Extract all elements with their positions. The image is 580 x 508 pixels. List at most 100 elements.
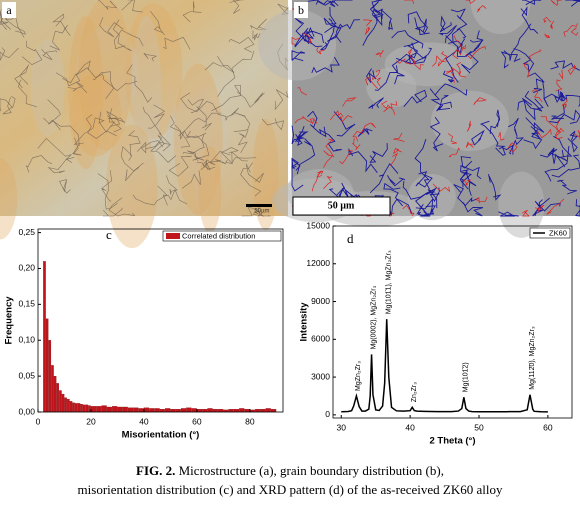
x-tick-label: 60 xyxy=(543,422,553,432)
x-tick-label: 30 xyxy=(337,422,347,432)
red-boundary xyxy=(534,204,545,214)
peak-annotation: Mg(112̄0), MgZn₂Zr₃ xyxy=(529,326,536,390)
grain-line xyxy=(73,117,105,145)
red-boundary xyxy=(402,204,415,217)
red-boundary xyxy=(465,46,486,60)
red-boundary xyxy=(323,175,333,190)
bar xyxy=(45,318,49,413)
grain-line xyxy=(2,96,16,115)
blue-boundary xyxy=(415,18,430,36)
x-tick-label: 40 xyxy=(139,416,149,426)
blue-boundary xyxy=(291,125,305,145)
red-boundary xyxy=(404,0,415,4)
red-boundary xyxy=(431,55,448,67)
blue-boundary xyxy=(371,0,383,27)
blue-boundary xyxy=(429,116,444,152)
scale-bar-box xyxy=(292,196,391,216)
blue-boundary xyxy=(436,101,453,112)
blue-boundary xyxy=(544,145,570,182)
bar xyxy=(159,409,165,413)
y-tick-label: 0,20 xyxy=(18,263,35,273)
texture-patch xyxy=(366,67,417,108)
bar xyxy=(96,406,102,413)
red-boundary xyxy=(561,98,568,109)
red-boundary xyxy=(329,110,344,121)
line xyxy=(341,319,548,413)
red-boundary xyxy=(302,32,312,43)
blue-boundary xyxy=(509,136,525,155)
blue-boundary xyxy=(387,175,406,187)
blue-boundary xyxy=(326,23,344,43)
blue-boundary xyxy=(296,138,316,175)
grain-line xyxy=(128,130,141,156)
bar xyxy=(138,408,144,413)
bar xyxy=(85,404,89,413)
grain-line xyxy=(98,108,116,133)
bar xyxy=(180,408,187,413)
grain-line xyxy=(186,130,210,161)
grain-line xyxy=(150,11,165,36)
bar xyxy=(265,408,271,413)
grain-line xyxy=(274,89,289,111)
x-axis-label: Misorientation (°) xyxy=(122,430,200,441)
red-boundary xyxy=(452,46,465,60)
x-axis-label: 2 Theta (°) xyxy=(429,436,475,447)
blue-boundary xyxy=(369,143,388,163)
texture-patch xyxy=(173,63,223,215)
blue-boundary xyxy=(471,129,485,146)
texture-patch xyxy=(70,73,122,157)
label-box xyxy=(2,2,16,18)
bar xyxy=(69,401,73,413)
blue-boundary xyxy=(517,98,544,121)
bar xyxy=(56,383,59,413)
red-boundary xyxy=(555,129,563,140)
legend-swatch xyxy=(166,233,180,239)
grain-line xyxy=(136,140,164,154)
bar xyxy=(64,397,67,413)
y-tick-label: 0,15 xyxy=(18,299,35,309)
texture-patch xyxy=(124,3,183,139)
grain-line xyxy=(97,173,118,210)
grain-line xyxy=(52,13,71,36)
red-boundary xyxy=(550,0,562,6)
x-tick-label: 60 xyxy=(192,416,202,426)
grain-line xyxy=(187,150,205,161)
red-boundary xyxy=(476,5,487,13)
grain-texture xyxy=(0,0,290,249)
panel-label: d xyxy=(347,231,354,246)
blue-boundary xyxy=(479,120,506,150)
red-boundary xyxy=(466,120,472,132)
red-boundary xyxy=(522,209,530,217)
blue-boundary xyxy=(469,30,484,51)
grain-line xyxy=(67,81,88,94)
blue-boundary xyxy=(391,30,424,49)
blue-boundary xyxy=(522,0,542,6)
grain-line xyxy=(25,155,53,173)
blue-boundary xyxy=(554,92,566,103)
grain-line xyxy=(236,91,265,108)
grain-line xyxy=(0,47,19,61)
texture-patch xyxy=(105,124,158,249)
grain-line xyxy=(187,98,204,114)
texture-patch xyxy=(76,25,139,120)
blue-boundary xyxy=(453,184,479,207)
blue-boundary xyxy=(368,97,384,109)
bar xyxy=(74,403,78,413)
blue-boundary xyxy=(539,148,568,162)
red-boundary xyxy=(563,23,578,37)
grain-line xyxy=(229,0,244,14)
grain-line xyxy=(228,36,255,53)
grain-line xyxy=(112,19,132,52)
blue-boundary xyxy=(445,40,463,83)
blue-boundary xyxy=(551,154,580,178)
red-boundary xyxy=(364,26,371,36)
red-boundary xyxy=(531,88,543,103)
blue-boundary xyxy=(567,130,578,153)
red-boundary xyxy=(352,130,364,142)
peak-annotation: MgZn₂Zr₃ xyxy=(355,361,362,391)
peak-annotation: Mg(101̄2) xyxy=(463,362,470,392)
bar xyxy=(186,407,192,413)
red-boundary xyxy=(453,35,466,50)
texture-patch xyxy=(470,0,531,35)
